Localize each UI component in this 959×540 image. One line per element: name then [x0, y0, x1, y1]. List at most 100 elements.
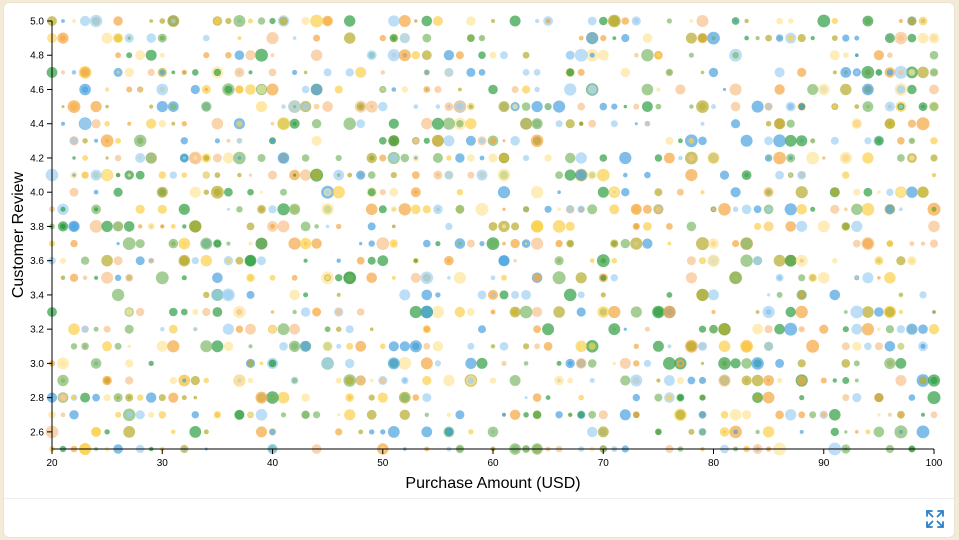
data-point — [124, 67, 134, 78]
y-tick-label: 3.6 — [30, 256, 44, 267]
data-point — [744, 18, 749, 24]
data-point — [92, 393, 100, 402]
expand-button[interactable] — [924, 508, 946, 530]
data-point — [314, 310, 319, 314]
data-point — [160, 327, 165, 332]
data-point — [841, 222, 851, 231]
data-point — [822, 156, 826, 160]
data-point — [222, 323, 234, 335]
data-point — [434, 360, 441, 367]
data-point — [423, 86, 431, 93]
data-point — [367, 256, 376, 265]
data-point — [167, 340, 180, 353]
data-point — [479, 137, 485, 144]
data-point — [720, 411, 729, 419]
data-point — [752, 323, 763, 335]
data-point — [225, 258, 231, 264]
data-point — [259, 361, 264, 366]
data-point — [896, 256, 906, 266]
data-point — [91, 119, 101, 129]
data-point — [718, 323, 731, 336]
data-point — [502, 139, 506, 143]
data-point — [323, 68, 332, 77]
data-point — [80, 67, 91, 78]
data-point — [343, 271, 356, 284]
data-point — [193, 155, 198, 161]
data-point — [432, 341, 444, 352]
data-point — [641, 83, 654, 96]
data-point — [774, 118, 786, 130]
data-point — [931, 173, 937, 178]
data-point — [577, 291, 585, 299]
data-point — [138, 224, 143, 229]
data-point — [113, 256, 123, 266]
data-point — [589, 52, 595, 58]
data-point — [247, 411, 254, 418]
data-point — [114, 274, 122, 281]
data-point — [168, 324, 178, 334]
data-point — [203, 189, 209, 195]
data-point — [762, 391, 775, 404]
data-point — [764, 325, 773, 334]
data-point — [700, 190, 705, 195]
scatter-chart: 20 30 40 50 60 70 80 90 100 2.6 2.8 3.0 3.2 3.4 3.6 3.8… — [10, 14, 943, 492]
data-point — [146, 33, 156, 43]
data-point — [257, 17, 266, 25]
data-points — [45, 14, 941, 456]
data-point — [908, 394, 916, 401]
data-point — [820, 377, 827, 384]
x-tick-label: 20 — [46, 458, 58, 469]
data-point — [632, 411, 640, 419]
data-point — [414, 156, 418, 160]
data-point — [666, 69, 673, 76]
data-point — [409, 305, 422, 319]
data-point — [379, 377, 387, 384]
data-point — [160, 224, 165, 229]
data-point — [126, 52, 133, 59]
data-point — [127, 173, 131, 177]
data-point — [203, 429, 209, 435]
data-point — [420, 305, 433, 319]
data-point — [335, 428, 343, 436]
data-point — [697, 341, 708, 351]
data-point — [336, 258, 341, 263]
data-point — [854, 430, 859, 434]
data-point — [895, 375, 907, 386]
data-point — [784, 322, 798, 336]
data-point — [145, 152, 157, 164]
data-point — [334, 85, 343, 94]
data-point — [105, 156, 109, 160]
data-point — [235, 325, 244, 333]
data-point — [465, 118, 477, 130]
data-point — [443, 374, 455, 387]
y-tick-label: 3.0 — [30, 359, 44, 370]
data-point — [255, 101, 268, 113]
data-point — [776, 17, 783, 25]
data-point — [789, 156, 793, 160]
data-point — [575, 169, 587, 181]
data-point — [896, 187, 906, 197]
data-point — [887, 52, 893, 58]
data-point — [212, 272, 223, 284]
data-point — [280, 188, 287, 196]
data-point — [700, 361, 705, 365]
data-point — [789, 173, 793, 177]
data-point — [688, 137, 695, 144]
data-point — [855, 70, 859, 74]
data-point — [465, 357, 477, 369]
data-point — [257, 154, 266, 162]
data-point — [854, 378, 859, 383]
data-point — [80, 15, 91, 27]
data-point — [718, 357, 731, 370]
data-point — [498, 101, 510, 113]
data-point — [148, 360, 154, 367]
data-point — [247, 377, 254, 384]
data-point — [103, 394, 111, 402]
data-point — [171, 429, 176, 435]
data-point — [193, 327, 198, 332]
data-point — [442, 117, 455, 130]
data-point — [125, 308, 133, 316]
data-point — [565, 152, 576, 164]
data-point — [399, 289, 411, 301]
data-point — [181, 172, 188, 178]
